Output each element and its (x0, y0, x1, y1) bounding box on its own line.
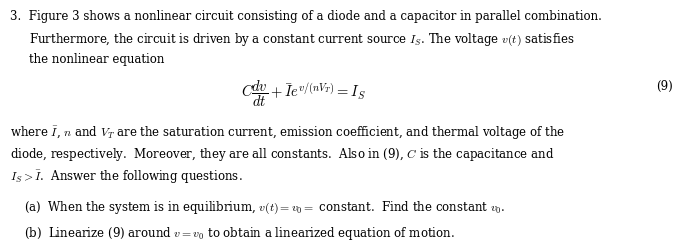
Text: (9): (9) (656, 80, 672, 93)
Text: where $\bar{I}$, $n$ and $V_T$ are the saturation current, emission coefficient,: where $\bar{I}$, $n$ and $V_T$ are the s… (10, 124, 566, 141)
Text: 3.  Figure 3 shows a nonlinear circuit consisting of a diode and a capacitor in : 3. Figure 3 shows a nonlinear circuit co… (10, 10, 602, 23)
Text: $I_S > \bar{I}$.  Answer the following questions.: $I_S > \bar{I}$. Answer the following qu… (10, 168, 243, 185)
Text: the nonlinear equation: the nonlinear equation (29, 53, 164, 66)
Text: (b)  Linearize (9) around $v = v_0$ to obtain a linearized equation of motion.: (b) Linearize (9) around $v = v_0$ to ob… (24, 225, 455, 242)
Text: $C\dfrac{dv}{dt} + \bar{I}e^{v/(nV_T)} = I_S$: $C\dfrac{dv}{dt} + \bar{I}e^{v/(nV_T)} =… (240, 79, 366, 109)
Text: diode, respectively.  Moreover, they are all constants.  Also in (9), $C$ is the: diode, respectively. Moreover, they are … (10, 146, 555, 163)
Text: (a)  When the system is in equilibrium, $v(t) = v_0 = $ constant.  Find the cons: (a) When the system is in equilibrium, $… (24, 199, 505, 215)
Text: Furthermore, the circuit is driven by a constant current source $I_S$. The volta: Furthermore, the circuit is driven by a … (29, 32, 575, 48)
